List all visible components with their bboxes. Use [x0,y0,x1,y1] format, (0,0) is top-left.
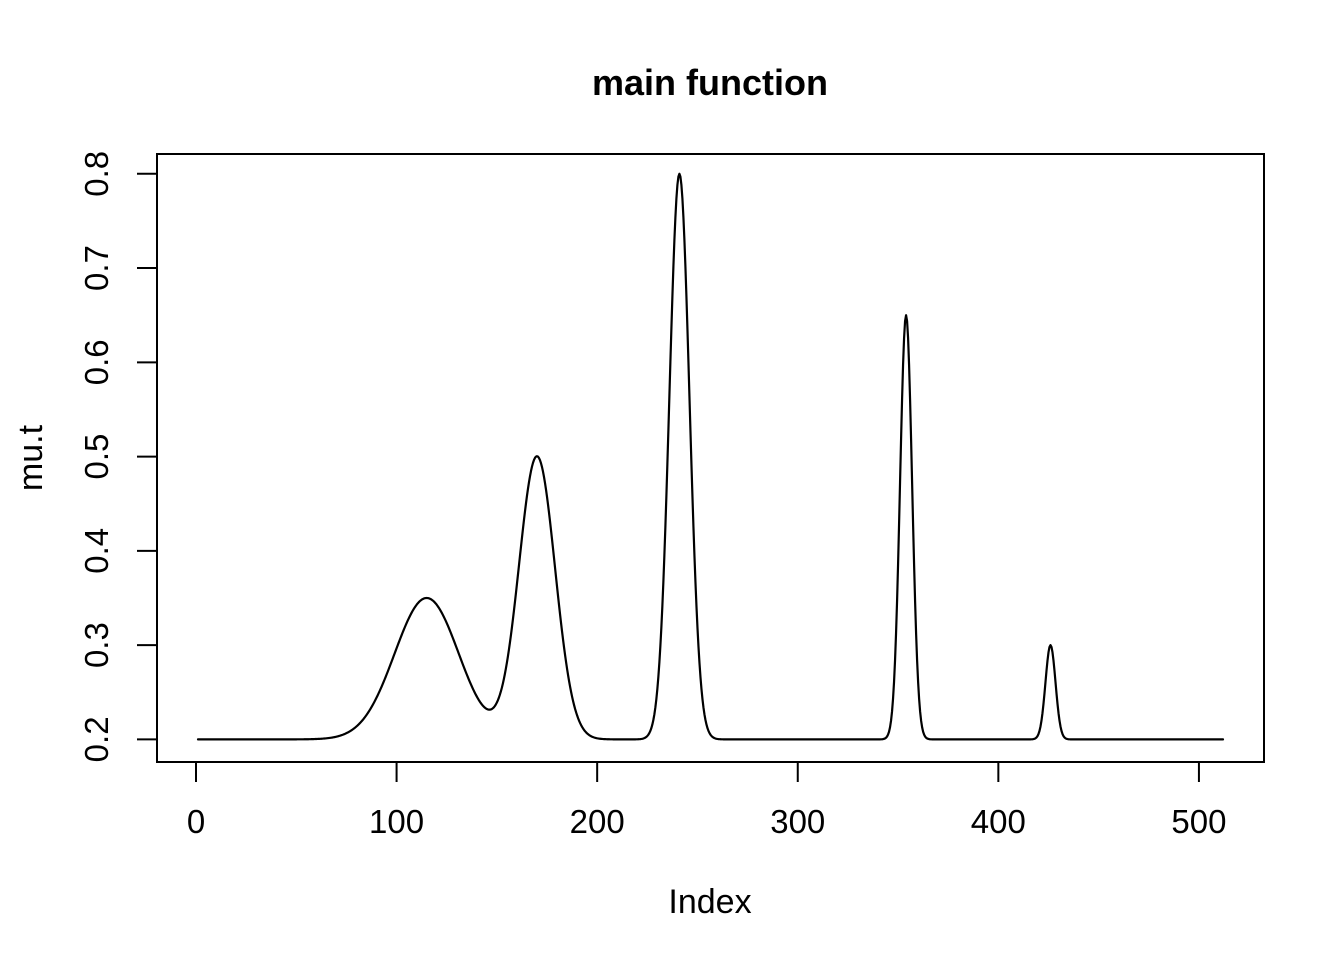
x-tick-label: 100 [369,803,424,840]
y-tick-label: 0.5 [78,434,115,480]
y-tick-label: 0.6 [78,339,115,385]
plot-box [156,153,1265,763]
axes: 0 100 200 300 400 500 0.2 0.3 0.4 0.5 0.6 0.7 0.8 [78,151,1265,840]
y-tick-label: 0.2 [78,716,115,762]
y-tick-label: 0.3 [78,622,115,668]
x-tick-label: 400 [971,803,1026,840]
x-tick-label: 500 [1171,803,1226,840]
y-tick-label: 0.7 [78,245,115,291]
y-tick-label: 0.8 [78,151,115,197]
y-tick-label: 0.4 [78,528,115,574]
x-tick-label: 300 [770,803,825,840]
x-tick-label: 200 [570,803,625,840]
function-curve [196,172,1225,741]
x-axis-label: Index [668,883,751,921]
chart-title: main function [592,62,828,103]
y-axis-label: mu.t [12,424,50,491]
x-tick-label: 0 [187,803,205,840]
curve-layer [196,172,1225,741]
